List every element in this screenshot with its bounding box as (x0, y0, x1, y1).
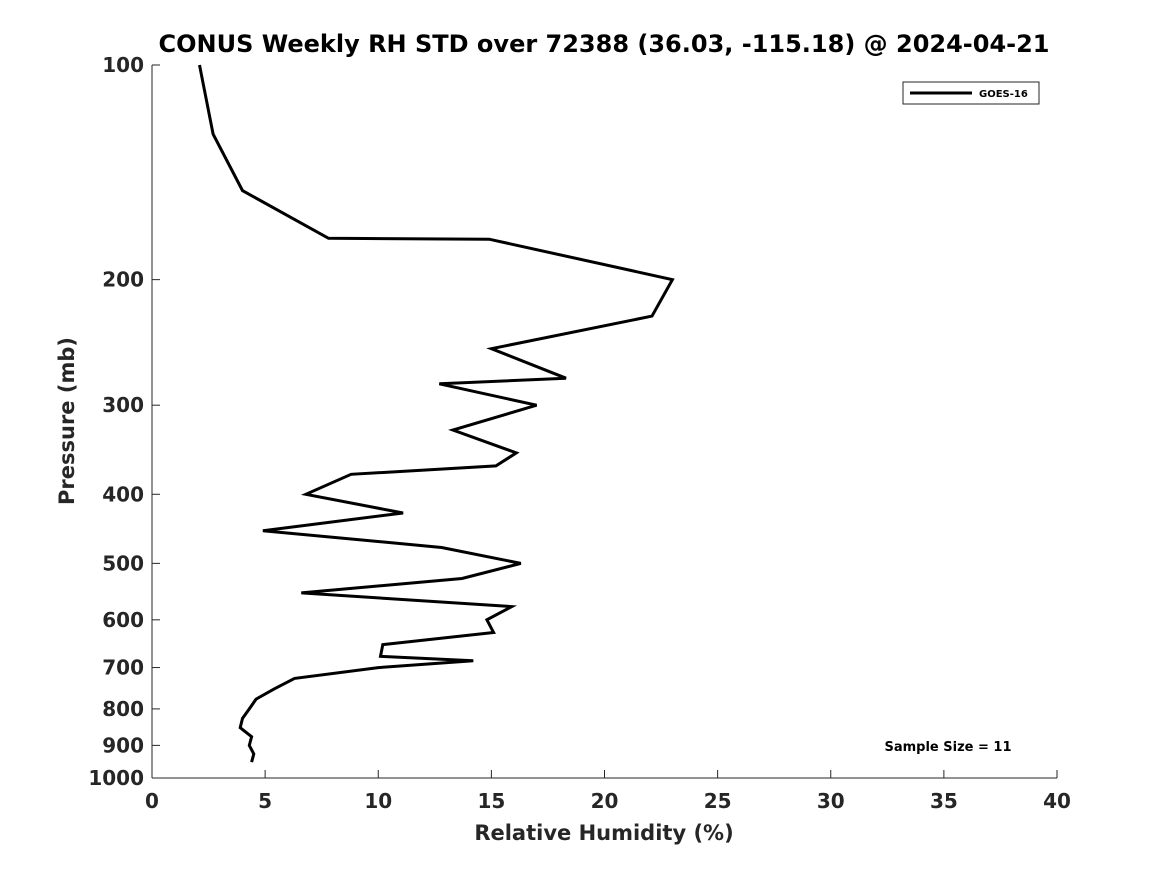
sample-size-annotation: Sample Size = 11 (884, 740, 1011, 755)
x-ticks: 0 5 10 15 20 25 30 35 40 (145, 770, 1071, 813)
x-tick-label: 30 (817, 789, 845, 813)
x-tick-label: 5 (258, 789, 272, 813)
y-tick-label: 500 (102, 551, 144, 575)
y-tick-label: 300 (102, 393, 144, 417)
y-tick-label: 600 (102, 608, 144, 632)
y-tick-label: 100 (102, 53, 144, 77)
x-tick-label: 25 (704, 789, 732, 813)
x-tick-label: 40 (1043, 789, 1071, 813)
x-tick-label: 15 (477, 789, 505, 813)
y-tick-label: 900 (102, 733, 144, 757)
axes (151, 65, 1057, 779)
series-layer (198, 64, 675, 763)
y-ticks: 100 200 300 400 500 600 700 800 900 1000 (88, 53, 160, 790)
legend-label-goes-16: GOES-16 (979, 89, 1028, 100)
y-tick-label: 1000 (88, 766, 144, 790)
chart-title: CONUS Weekly RH STD over 72388 (36.03, -… (158, 30, 1049, 58)
series-line-goes-16 (198, 64, 675, 763)
x-tick-label: 20 (591, 789, 619, 813)
x-tick-label: 35 (930, 789, 958, 813)
x-tick-label: 10 (364, 789, 392, 813)
y-tick-label: 200 (102, 268, 144, 292)
y-axis-label: Pressure (mb) (55, 337, 79, 505)
x-axis-label: Relative Humidity (%) (474, 821, 733, 845)
legend: GOES-16 (902, 81, 1040, 105)
y-tick-label: 400 (102, 482, 144, 506)
x-tick-label: 0 (145, 789, 159, 813)
y-tick-label: 800 (102, 697, 144, 721)
y-tick-label: 700 (102, 656, 144, 680)
